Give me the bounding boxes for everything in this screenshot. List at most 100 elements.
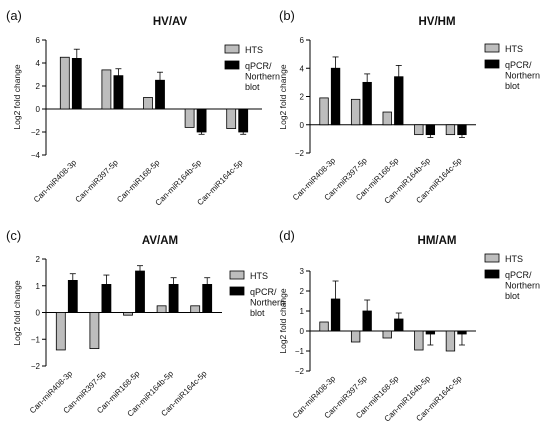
legend: HTS qPCR/Northern blot [229, 270, 285, 318]
bar-qpcr [330, 67, 341, 126]
y-tick-label: 1 [36, 282, 41, 291]
bar-hts [350, 98, 361, 126]
x-tick-label: Can-miR164c-5p [195, 158, 245, 208]
panel-tag: (b) [279, 8, 295, 23]
bar-hts [190, 305, 201, 313]
bar-qpcr [202, 284, 213, 313]
bar-qpcr [457, 124, 467, 136]
y-axis-label: Log2 fold change [12, 64, 22, 129]
category-group: Can-miR397-5p [323, 73, 372, 202]
bar-qpcr [67, 279, 78, 313]
category-group: Can-miR408-3p [32, 48, 82, 205]
chart-title: HV/HM [418, 16, 455, 28]
bar-qpcr [362, 81, 372, 126]
legend-swatch-qpcr [224, 60, 240, 70]
chart-title: HM/AM [418, 235, 457, 247]
chart-title: AV/AM [142, 235, 178, 247]
bar-hts [350, 330, 361, 343]
category-group: Can-miR408-3p [291, 56, 341, 202]
x-tick-label: Can-miR397-5p [74, 158, 121, 205]
bar-qpcr [425, 330, 436, 335]
bar-hts [89, 312, 100, 350]
bar-qpcr [113, 75, 124, 110]
panel-tag: (d) [279, 228, 295, 243]
bar-hts [226, 108, 237, 129]
bar-qpcr [394, 76, 404, 126]
bar-qpcr [425, 124, 436, 136]
legend-swatch-hts [484, 43, 500, 53]
chart-panel-3: (c) AV/AM Log2 fold change −2 −1 0 1 2 Can-miR40… [6, 228, 285, 418]
bar-hts [59, 56, 70, 110]
bar-hts [414, 124, 424, 136]
y-tick-label: −2 [31, 362, 41, 371]
legend-label-hts: HTS [250, 271, 268, 281]
legend-label-hts: HTS [505, 254, 523, 264]
bar-hts [445, 330, 456, 352]
bar-qpcr [196, 108, 207, 133]
panel-tag: (a) [6, 8, 22, 23]
bar-hts [123, 312, 133, 316]
y-tick-label: 2 [300, 93, 305, 102]
legend-swatch-hts [484, 253, 500, 263]
category-group: Can-miR397-5p [323, 299, 372, 420]
y-tick-label: 2 [36, 255, 41, 264]
bar-hts [101, 69, 112, 110]
y-tick-label: 2 [36, 82, 41, 91]
category-group: Can-miR168-5p [354, 65, 404, 202]
legend-label-hts: HTS [505, 44, 523, 54]
bar-qpcr [168, 284, 179, 313]
bar-qpcr [101, 284, 112, 313]
legend-label-hts: HTS [245, 45, 263, 55]
legend: HTS qPCR/Northern blot [484, 43, 540, 91]
y-tick-label: −1 [31, 335, 41, 344]
bar-hts [382, 330, 392, 339]
y-axis-label: Log2 fold change [12, 280, 22, 345]
bar-hts [382, 111, 392, 126]
y-tick-label: −2 [295, 149, 305, 158]
x-tick-label: Can-miR408-3p [32, 158, 79, 205]
bar-qpcr [330, 298, 341, 332]
legend-label-qpcr: qPCR/Northern blot [505, 60, 540, 91]
chart-panel-1: (a) HV/AV Log2 fold change −4 −2 0 2 4 6 Can-miR4… [6, 8, 280, 207]
bar-qpcr [362, 310, 372, 332]
y-tick-label: −2 [295, 367, 305, 376]
y-tick-label: −4 [31, 151, 41, 160]
bar-qpcr [394, 318, 404, 332]
bar-hts [445, 124, 456, 136]
x-tick-label: Can-miR168-5p [115, 158, 162, 205]
category-group: Can-miR164b-5p [126, 277, 179, 418]
legend-swatch-qpcr [484, 269, 500, 279]
bar-qpcr [457, 330, 467, 335]
y-axis-label: Log2 fold change [278, 288, 288, 353]
y-tick-label: 6 [36, 36, 41, 45]
y-tick-label: −1 [295, 347, 305, 356]
panel-tag: (c) [6, 228, 21, 243]
y-tick-label: 4 [36, 59, 41, 68]
y-tick-label: 2 [300, 287, 305, 296]
category-group: Can-miR408-3p [28, 273, 78, 415]
category-group: Can-miR164b-5p [154, 108, 207, 207]
y-tick-label: 6 [300, 36, 305, 45]
y-tick-label: 0 [300, 121, 305, 130]
legend-swatch-hts [229, 270, 245, 280]
legend: HTS qPCR/Northern blot [224, 44, 280, 92]
bar-hts [319, 321, 329, 332]
legend-label-qpcr: qPCR/Northern blot [245, 61, 280, 92]
bar-qpcr [238, 108, 249, 133]
bar-hts [184, 108, 195, 128]
bar-qpcr [135, 270, 145, 313]
legend-swatch-qpcr [229, 286, 245, 296]
legend-swatch-hts [224, 44, 240, 54]
y-tick-label: 0 [36, 105, 41, 114]
y-tick-label: 4 [300, 64, 305, 73]
chart-title: HV/AV [153, 16, 188, 28]
legend-label-qpcr: qPCR/Northern blot [250, 287, 285, 318]
y-tick-label: 0 [300, 327, 305, 336]
y-axis-label: Log2 fold change [278, 64, 288, 129]
bar-hts [55, 312, 66, 351]
bar-qpcr [71, 58, 82, 110]
category-group: Can-miR164c-5p [159, 277, 213, 418]
bar-hts [156, 305, 167, 313]
